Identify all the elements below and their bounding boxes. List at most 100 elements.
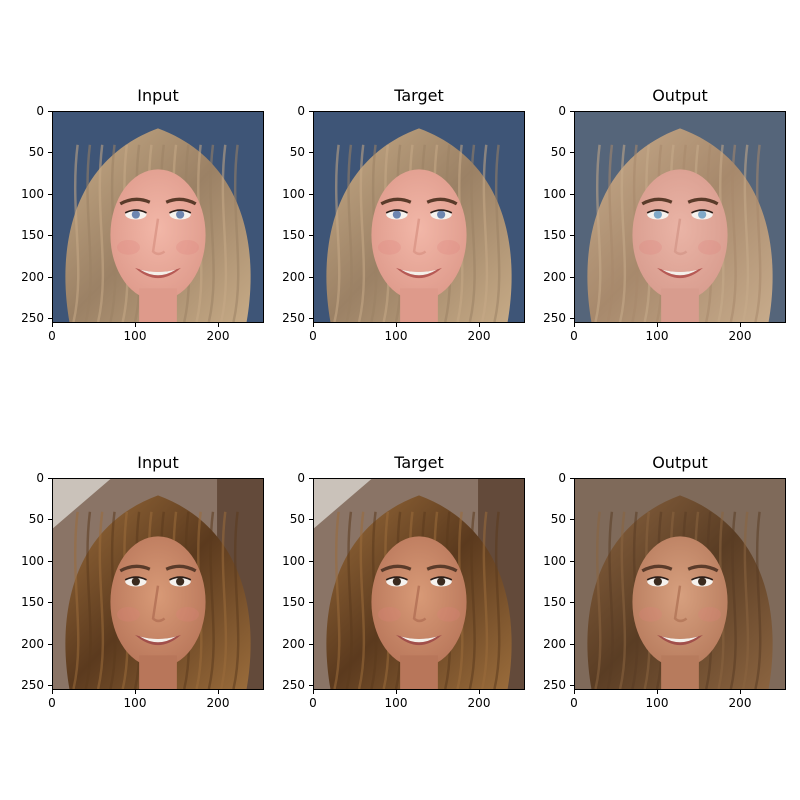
- y-tick-mark: [570, 318, 574, 319]
- y-tick-label: 150: [21, 595, 44, 609]
- x-tick-label: 0: [570, 696, 578, 710]
- face-image: [314, 112, 524, 322]
- y-tick-label: 250: [543, 311, 566, 325]
- y-tick-mark: [48, 235, 52, 236]
- y-tick-label: 250: [543, 678, 566, 692]
- y-tick-label: 100: [282, 187, 305, 201]
- x-tick-label: 200: [467, 696, 491, 710]
- y-tick-mark: [309, 478, 313, 479]
- y-tick-label: 250: [21, 311, 44, 325]
- panel-title: Output: [652, 453, 708, 472]
- x-tick-label: 100: [123, 696, 147, 710]
- x-tick-label: 100: [645, 329, 669, 343]
- y-tick-label: 0: [297, 104, 305, 118]
- y-tick-label: 50: [550, 145, 566, 159]
- face-image: [575, 112, 785, 322]
- x-tick-mark: [135, 323, 136, 327]
- x-tick-mark: [479, 323, 480, 327]
- y-tick-mark: [48, 561, 52, 562]
- y-tick-mark: [570, 685, 574, 686]
- x-tick-mark: [574, 690, 575, 694]
- x-tick-mark: [396, 323, 397, 327]
- y-tick-mark: [570, 478, 574, 479]
- x-tick-label: 0: [48, 696, 56, 710]
- y-tick-mark: [570, 277, 574, 278]
- axes-frame: [574, 478, 786, 690]
- x-tick-label: 0: [309, 696, 317, 710]
- x-tick-mark: [52, 690, 53, 694]
- y-tick-label: 150: [282, 228, 305, 242]
- y-tick-mark: [48, 519, 52, 520]
- y-tick-mark: [48, 478, 52, 479]
- x-tick-mark: [657, 323, 658, 327]
- panel-title: Input: [137, 86, 179, 105]
- x-tick-mark: [313, 323, 314, 327]
- axes-frame: [52, 478, 264, 690]
- x-tick-mark: [740, 690, 741, 694]
- image-panel-woman1-output: [574, 111, 786, 323]
- x-tick-label: 0: [309, 329, 317, 343]
- x-tick-mark: [313, 690, 314, 694]
- y-tick-mark: [570, 235, 574, 236]
- y-tick-mark: [570, 111, 574, 112]
- axes-frame: [313, 478, 525, 690]
- y-tick-mark: [309, 561, 313, 562]
- y-tick-label: 100: [543, 554, 566, 568]
- x-tick-label: 0: [570, 329, 578, 343]
- x-tick-mark: [396, 690, 397, 694]
- y-tick-label: 0: [36, 471, 44, 485]
- x-tick-label: 200: [728, 329, 752, 343]
- y-tick-label: 0: [558, 104, 566, 118]
- y-tick-mark: [570, 602, 574, 603]
- y-tick-mark: [309, 152, 313, 153]
- face-image: [53, 479, 263, 689]
- y-tick-mark: [309, 111, 313, 112]
- y-tick-label: 150: [543, 228, 566, 242]
- x-tick-mark: [218, 690, 219, 694]
- y-tick-label: 0: [558, 471, 566, 485]
- panel-title: Input: [137, 453, 179, 472]
- y-tick-label: 50: [289, 512, 305, 526]
- x-tick-mark: [218, 323, 219, 327]
- y-tick-mark: [309, 194, 313, 195]
- y-tick-label: 200: [282, 637, 305, 651]
- y-tick-label: 250: [282, 311, 305, 325]
- axes-frame: [313, 111, 525, 323]
- y-tick-mark: [309, 602, 313, 603]
- y-tick-mark: [48, 277, 52, 278]
- y-tick-label: 150: [543, 595, 566, 609]
- y-tick-mark: [309, 519, 313, 520]
- x-tick-label: 200: [467, 329, 491, 343]
- x-tick-mark: [135, 690, 136, 694]
- y-tick-mark: [309, 318, 313, 319]
- y-tick-mark: [48, 644, 52, 645]
- x-tick-label: 200: [206, 696, 230, 710]
- x-tick-mark: [574, 323, 575, 327]
- y-tick-label: 0: [297, 471, 305, 485]
- y-tick-label: 100: [543, 187, 566, 201]
- y-tick-mark: [48, 194, 52, 195]
- y-tick-label: 150: [21, 228, 44, 242]
- y-tick-mark: [48, 152, 52, 153]
- y-tick-label: 50: [289, 145, 305, 159]
- y-tick-label: 50: [28, 512, 44, 526]
- image-panel-woman2-input: [52, 478, 264, 690]
- x-tick-label: 100: [384, 329, 408, 343]
- y-tick-label: 200: [543, 270, 566, 284]
- x-tick-mark: [52, 323, 53, 327]
- x-tick-label: 200: [206, 329, 230, 343]
- y-tick-mark: [570, 152, 574, 153]
- x-tick-mark: [657, 690, 658, 694]
- y-tick-label: 250: [21, 678, 44, 692]
- face-image: [575, 479, 785, 689]
- y-tick-mark: [570, 561, 574, 562]
- y-tick-mark: [570, 194, 574, 195]
- y-tick-label: 250: [282, 678, 305, 692]
- y-tick-label: 50: [550, 512, 566, 526]
- x-tick-label: 0: [48, 329, 56, 343]
- x-tick-mark: [479, 690, 480, 694]
- x-tick-label: 100: [384, 696, 408, 710]
- image-panel-woman1-target: [313, 111, 525, 323]
- x-tick-label: 100: [645, 696, 669, 710]
